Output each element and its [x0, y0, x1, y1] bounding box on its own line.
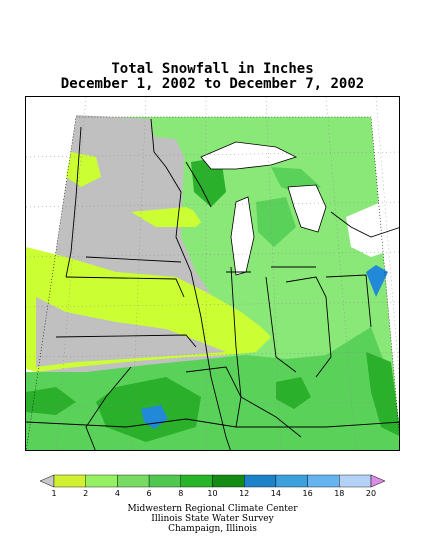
legend-label: 1 — [51, 489, 57, 498]
credit-organization: Midwestern Regional Climate Center — [127, 504, 298, 514]
light-snow-north — [66, 152, 101, 187]
no-snow-band-2 — [36, 297, 226, 367]
color-legend — [40, 474, 385, 488]
credit-location: Champaign, Illinois — [168, 524, 257, 534]
snow-heavy-east — [366, 352, 399, 436]
legend-label: 8 — [178, 489, 184, 498]
legend-swatch — [212, 474, 245, 488]
legend-label: 12 — [239, 489, 250, 498]
snow-heavy-west — [26, 387, 76, 415]
snow-blue-east — [366, 265, 388, 297]
legend-swatch — [180, 474, 213, 488]
legend-swatch — [339, 474, 372, 488]
snowfall-map — [25, 96, 400, 451]
legend-swatches — [53, 474, 372, 488]
legend-swatch — [148, 474, 181, 488]
graticule — [26, 97, 399, 450]
map-title: Total Snowfall in Inches — [111, 61, 314, 77]
legend-swatch — [243, 474, 277, 488]
lake-erie-area — [311, 247, 366, 272]
lake-ontario-area — [346, 202, 399, 257]
light-snow-minnesota — [131, 207, 206, 227]
legend-swatch — [117, 474, 150, 488]
legend-arrow-right — [370, 474, 385, 488]
legend-label: 6 — [146, 489, 152, 498]
state-borders — [26, 118, 399, 450]
legend-label: 14 — [270, 489, 281, 498]
legend-label: 16 — [302, 489, 313, 498]
legend-swatch — [53, 474, 86, 488]
credit-survey: Illinois State Water Survey — [151, 514, 274, 524]
snow-upper-peninsula — [191, 157, 226, 207]
legend-swatch — [275, 474, 308, 488]
legend-label: 20 — [365, 489, 377, 498]
legend-swatch — [85, 474, 118, 488]
map-date-range: December 1, 2002 to December 7, 2002 — [60, 76, 365, 92]
lake-superior — [200, 141, 298, 170]
legend-label: 10 — [207, 489, 218, 498]
projection-edge — [26, 116, 399, 450]
snow-max-area — [141, 405, 168, 429]
legend-label: 2 — [83, 489, 89, 498]
snow-heavy-ohio — [276, 377, 311, 409]
legend-arrow-left — [40, 474, 55, 488]
legend-labels: 1 2 4 6 8 10 12 14 16 18 20 — [0, 489, 425, 501]
lake-huron — [287, 184, 327, 233]
legend-label: 18 — [334, 489, 345, 498]
legend-label: 4 — [114, 489, 120, 498]
legend-swatch — [307, 474, 340, 488]
snow-michigan — [256, 197, 296, 247]
snowfall-map-svg — [26, 97, 399, 450]
